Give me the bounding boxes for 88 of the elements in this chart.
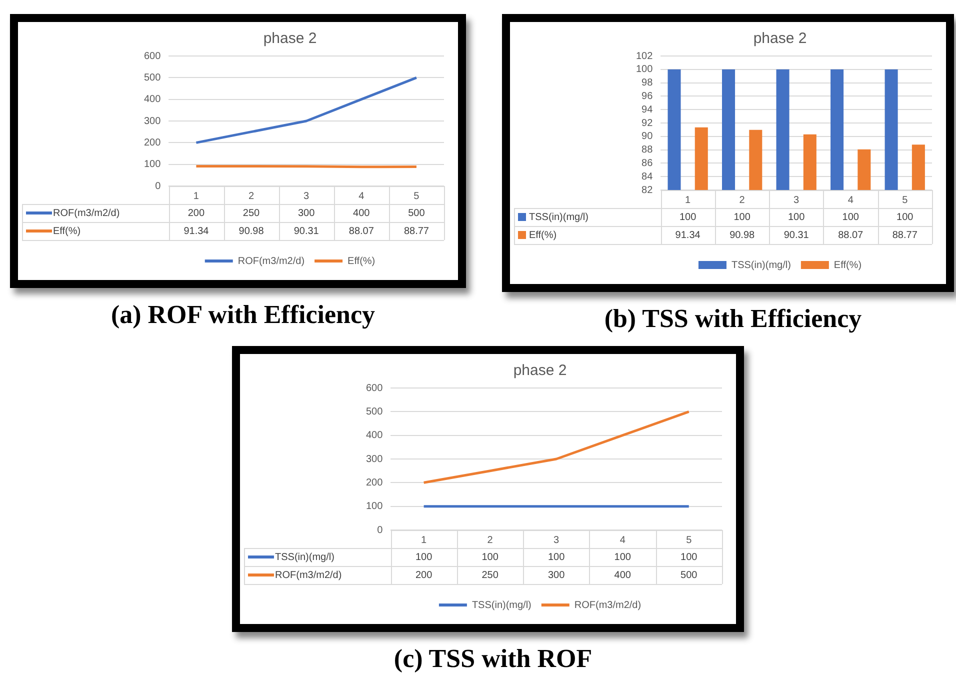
data-label: 91.34 bbox=[184, 226, 210, 237]
text: (c) TSS with ROF bbox=[392, 644, 594, 673]
legend-label: ROF(m3/m2/d) bbox=[53, 208, 120, 219]
data-label: 88.77 bbox=[892, 230, 918, 241]
y-tick-label: 100 bbox=[636, 64, 654, 76]
legend-label: Eff(%) bbox=[348, 256, 376, 267]
data-label: 88.07 bbox=[348, 226, 374, 237]
y-tick-label: 100 bbox=[144, 159, 162, 170]
legend-label: Eff(%) bbox=[834, 260, 862, 271]
y-tick-label: 400 bbox=[144, 94, 162, 106]
x-tick-label: 4 bbox=[620, 534, 626, 546]
y-tick-label: 500 bbox=[144, 72, 162, 84]
text: (a) ROF with Efficiency bbox=[110, 300, 376, 330]
x-tick-label: 5 bbox=[902, 194, 908, 206]
y-tick-label: 600 bbox=[366, 382, 384, 394]
text: Eff(%) bbox=[53, 226, 81, 237]
y-tick-label: 100 bbox=[366, 501, 384, 512]
y-tick-label: 94 bbox=[642, 104, 654, 116]
y-tick-label: 200 bbox=[366, 477, 384, 488]
x-tick-label: 3 bbox=[554, 534, 560, 546]
data-label: 100 bbox=[788, 212, 806, 223]
y-tick-label: 0 bbox=[155, 180, 162, 192]
y-tick-label: 500 bbox=[366, 406, 384, 418]
data-label: 100 bbox=[415, 552, 433, 563]
y-tick-label: 90 bbox=[642, 131, 654, 142]
data-label: 100 bbox=[896, 212, 914, 223]
x-tick-label: 4 bbox=[358, 190, 365, 202]
data-label: 300 bbox=[548, 570, 566, 581]
y-tick-label: 82 bbox=[642, 184, 654, 196]
x-tick-label: 1 bbox=[685, 194, 692, 206]
data-label: 100 bbox=[842, 212, 860, 223]
data-label: 88.07 bbox=[838, 230, 864, 241]
chart-title: phase 2 bbox=[753, 30, 807, 48]
data-label: 400 bbox=[353, 208, 370, 219]
data-label: 90.98 bbox=[238, 226, 264, 237]
x-tick-label: 2 bbox=[739, 194, 746, 206]
data-label: 100 bbox=[548, 552, 566, 563]
data-label: 90.98 bbox=[730, 230, 756, 241]
data-label: 90.31 bbox=[294, 226, 320, 237]
x-tick-label: 5 bbox=[686, 534, 692, 546]
y-tick-label: 92 bbox=[642, 118, 654, 129]
y-tick-label: 0 bbox=[377, 524, 384, 536]
data-label: 300 bbox=[298, 208, 316, 219]
y-tick-label: 400 bbox=[366, 430, 384, 442]
text: (b) TSS with Efficiency bbox=[603, 304, 863, 334]
data-label: 100 bbox=[734, 212, 751, 223]
y-tick-label: 98 bbox=[642, 78, 654, 89]
data-label: 400 bbox=[614, 570, 632, 581]
x-tick-label: 3 bbox=[304, 190, 310, 202]
text: TSS(in)(mg/l) bbox=[275, 552, 334, 563]
data-label: 200 bbox=[415, 570, 433, 581]
x-tick-label: 3 bbox=[794, 194, 800, 206]
chart-title: phase 2 bbox=[263, 30, 317, 48]
x-tick-label: 2 bbox=[487, 534, 494, 546]
y-tick-label: 86 bbox=[642, 158, 654, 169]
x-tick-label: 1 bbox=[193, 190, 200, 202]
y-tick-label: 300 bbox=[366, 454, 384, 465]
legend-label: ROF(m3/m2/d) bbox=[574, 600, 642, 611]
data-label: 250 bbox=[242, 208, 260, 219]
text: ROF(m3/m2/d) bbox=[238, 256, 305, 267]
data-label: 200 bbox=[188, 208, 205, 219]
y-tick-label: 84 bbox=[642, 171, 654, 182]
legend-label: TSS(in)(mg/l) bbox=[731, 260, 791, 271]
x-tick-label: 1 bbox=[421, 534, 428, 546]
data-label: 100 bbox=[614, 552, 632, 563]
data-label: 500 bbox=[408, 208, 426, 219]
y-tick-label: 96 bbox=[642, 90, 654, 102]
data-label: 90.31 bbox=[784, 230, 810, 241]
text: ROF(m3/m2/d) bbox=[275, 570, 342, 581]
x-tick-label: 2 bbox=[248, 190, 254, 202]
data-label: 100 bbox=[679, 212, 697, 223]
y-tick-label: 300 bbox=[144, 116, 162, 127]
data-label: 250 bbox=[482, 570, 499, 581]
data-label: 88.77 bbox=[404, 226, 430, 237]
text: TSS(in)(mg/l) bbox=[529, 212, 588, 223]
chart-title: phase 2 bbox=[513, 362, 567, 380]
data-label: 100 bbox=[482, 552, 499, 563]
text: Eff(%) bbox=[529, 230, 557, 241]
legend-label: TSS(in)(mg/l) bbox=[472, 600, 532, 611]
data-label: 500 bbox=[680, 570, 698, 581]
y-tick-label: 102 bbox=[636, 50, 654, 62]
data-label: 100 bbox=[680, 552, 698, 563]
x-tick-label: 4 bbox=[848, 194, 854, 206]
data-label: 91.34 bbox=[675, 230, 701, 241]
y-tick-label: 88 bbox=[642, 144, 654, 156]
x-tick-label: 5 bbox=[414, 190, 420, 202]
y-tick-label: 200 bbox=[144, 137, 162, 148]
y-tick-label: 600 bbox=[144, 50, 162, 62]
